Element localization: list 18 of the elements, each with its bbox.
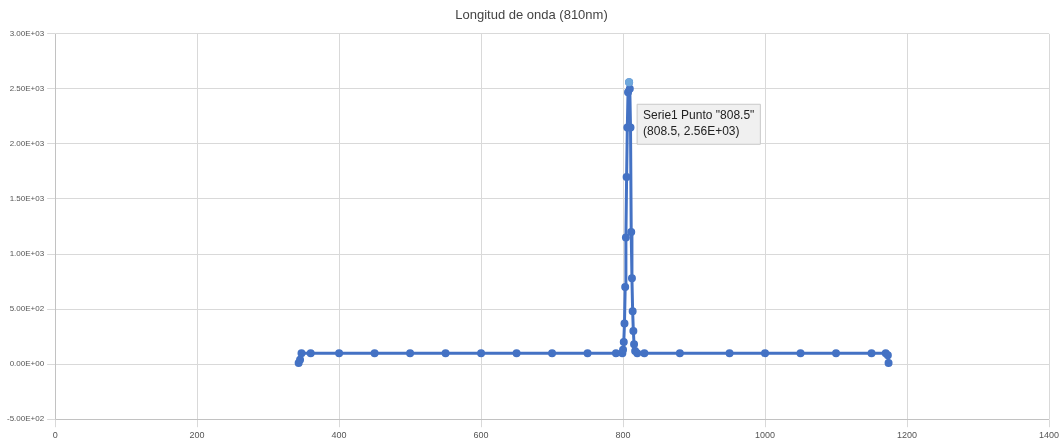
y-tick-label: 0.00E+00 [9, 359, 45, 369]
y-tick-label: 1.00E+03 [9, 249, 45, 259]
x-tick-label: 400 [331, 430, 347, 441]
y-tick-label: 5.00E+02 [9, 304, 45, 314]
y-tick-label: 2.50E+03 [9, 84, 45, 94]
y-tick-label: 1.50E+03 [9, 194, 45, 204]
x-tick-label: 600 [473, 430, 489, 441]
y-tick-label: 3.00E+03 [9, 29, 45, 38]
x-tick-label: 1200 [897, 430, 918, 441]
chart-title: Longitud de onda (810nm) [454, 6, 609, 24]
x-tick-label: 1000 [755, 430, 776, 441]
x-tick-label: 200 [189, 430, 205, 441]
x-tick-label: 1400 [1038, 430, 1060, 441]
x-tick-label: 0 [52, 430, 58, 441]
y-tick-label: 2.00E+03 [9, 139, 45, 149]
annotation: Serie1 Punto "808.5" (808.5, 2.56E+03) [643, 107, 755, 138]
x-tick-label: 800 [615, 430, 631, 441]
y-tick-label: -5.00E+02 [7, 414, 45, 424]
